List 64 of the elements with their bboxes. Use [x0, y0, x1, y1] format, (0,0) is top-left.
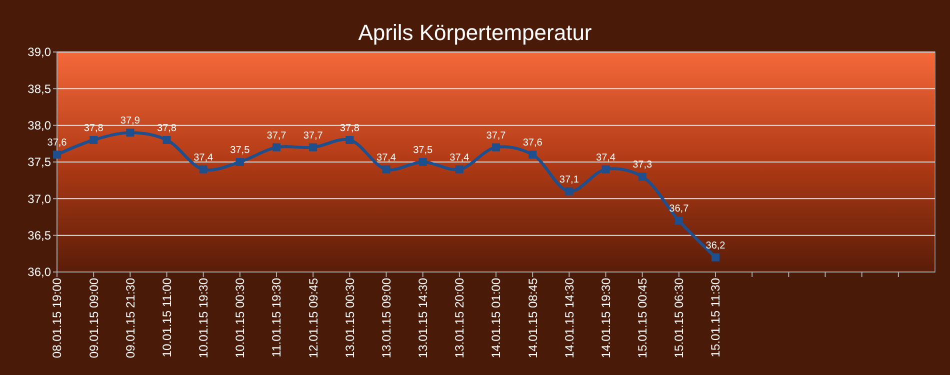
- x-tick-label: 13.01.15 00:30: [342, 278, 357, 358]
- x-tick-label: 14.01.15 08:45: [526, 278, 540, 358]
- x-tick-label: 14.01.15 14:30: [562, 278, 576, 358]
- x-tick-label: 09.01.15 21:30: [123, 278, 138, 358]
- point: [602, 165, 610, 174]
- data-label: 36,7: [669, 204, 690, 215]
- data-label: 37,4: [194, 152, 214, 164]
- x-tick-label: 09.01.15 09:00: [86, 278, 101, 358]
- point: [126, 128, 134, 137]
- x-tick-label: 15.01.15 06:30: [672, 278, 686, 358]
- point: [236, 158, 244, 166]
- x-tick-label: 10.01.15 00:30: [233, 278, 248, 358]
- point: [309, 143, 318, 152]
- point: [382, 165, 390, 174]
- point: [346, 136, 354, 144]
- point: [418, 158, 427, 166]
- x-tick-label: 10.01.15 11:00: [160, 278, 174, 358]
- x-tick-label: 14.01.15 01:00: [489, 278, 504, 358]
- point: [674, 216, 683, 225]
- data-label: 37,9: [120, 116, 140, 127]
- data-label: 37,8: [84, 123, 104, 134]
- x-tick-label: 15.01.15 00:45: [636, 278, 650, 358]
- data-label: 37,1: [559, 174, 580, 186]
- point: [638, 172, 646, 181]
- point: [90, 136, 98, 144]
- point: [492, 143, 500, 152]
- data-label: 37,4: [596, 152, 616, 164]
- x-tick-label: 08.01.15 19:00: [50, 278, 64, 358]
- y-tick-label: 38,0: [28, 118, 52, 133]
- point: [272, 143, 280, 152]
- x-tick-label: 13.01.15 09:00: [379, 278, 394, 358]
- point: [455, 165, 464, 174]
- x-tick-label: 13.01.15 14:30: [416, 278, 430, 358]
- chart-title: Aprils Körpertemperatur: [358, 20, 592, 45]
- x-tick-label: 14.01.15 19:30: [598, 278, 613, 358]
- point: [712, 253, 720, 262]
- data-label: 37,7: [266, 130, 287, 142]
- data-label: 37,5: [413, 145, 433, 156]
- y-tick-label: 37,0: [28, 192, 52, 206]
- point: [199, 165, 208, 174]
- y-tick-label: 37,5: [28, 155, 52, 170]
- x-tick-label: 10.01.15 19:30: [196, 278, 211, 358]
- y-tick-label: 36,0: [28, 265, 52, 280]
- x-tick-label: 15.01.15 11:30: [708, 278, 723, 358]
- point: [53, 150, 61, 159]
- data-label: 36,2: [706, 240, 726, 252]
- data-label: 37,7: [303, 130, 324, 142]
- data-label: 37,8: [340, 123, 360, 134]
- point: [565, 187, 574, 196]
- data-label: 37,3: [632, 160, 652, 171]
- x-tick-label: 11.01.15 19:30: [270, 278, 284, 358]
- x-tick-label: 13.01.15 20:00: [452, 278, 467, 358]
- data-label: 37,5: [230, 145, 250, 156]
- y-tick-label: 38,5: [28, 82, 52, 96]
- data-label: 37,8: [157, 123, 177, 134]
- data-label: 37,4: [376, 152, 396, 164]
- point: [528, 150, 537, 159]
- data-label: 37,4: [450, 152, 470, 164]
- data-label: 37,6: [522, 138, 543, 149]
- point: [162, 136, 171, 144]
- y-tick-label: 36,5: [28, 228, 52, 243]
- data-label: 37,7: [486, 130, 506, 142]
- x-tick-label: 12.01.15 09:45: [306, 278, 320, 358]
- y-tick-label: 39,0: [28, 45, 52, 60]
